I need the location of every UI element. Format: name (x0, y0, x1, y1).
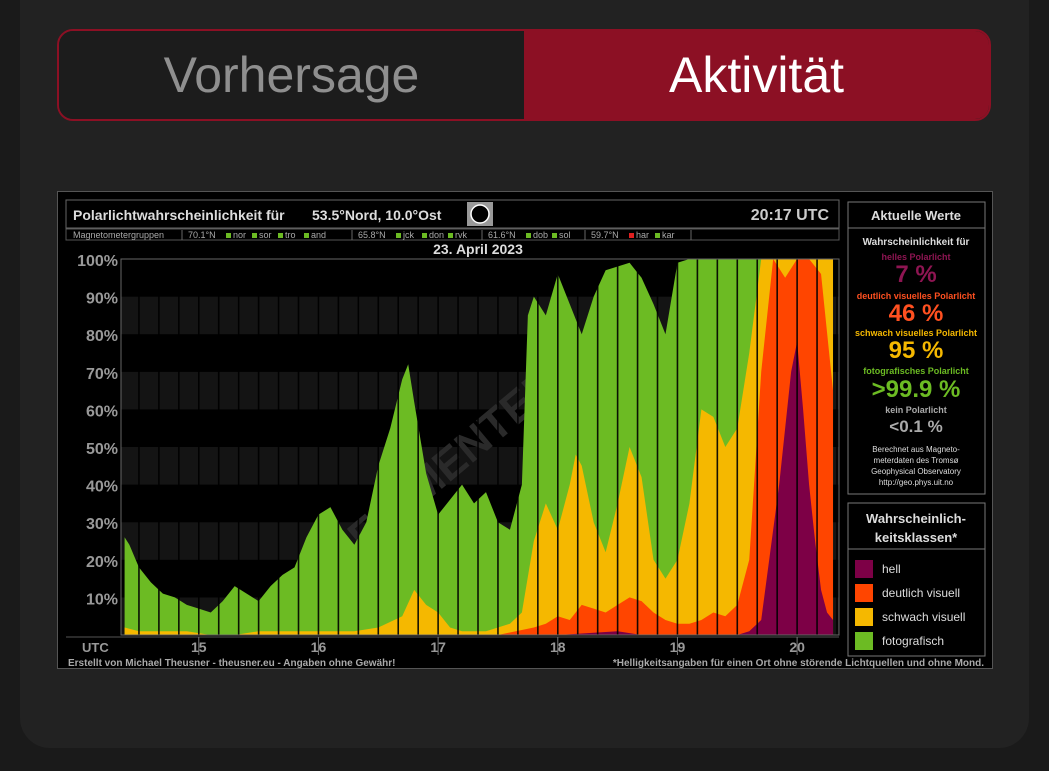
y-tick-label: 40% (86, 479, 118, 496)
distinct-label: deutlich visuelles Polarlicht (857, 291, 976, 301)
x-tick-label: 16 (311, 639, 327, 655)
bright-label: helles Polarlicht (881, 252, 950, 262)
legend-frame (847, 502, 986, 657)
y-tick-label: 30% (86, 516, 118, 533)
chart-date: 23. April 2023 (433, 241, 523, 257)
station-indicator (226, 233, 231, 238)
station-indicator (422, 233, 427, 238)
current-values-title: Aktuelle Werte (871, 208, 961, 223)
legend-label-0: hell (882, 562, 901, 576)
x-tick-label: 15 (191, 639, 207, 655)
station-rvk: rvk (455, 230, 467, 240)
station-indicator (526, 233, 531, 238)
series-area-deutlich (124, 259, 834, 635)
bright-value: 7 % (895, 261, 936, 288)
credit-left: Erstellt von Michael Theusner - theusner… (68, 658, 395, 668)
distinct-value: 46 % (889, 300, 944, 327)
station-indicator (629, 233, 634, 238)
aurora-chart: Polarlichtwahrscheinlichkeit für 53.5°No… (65, 199, 986, 669)
header-box (65, 199, 840, 229)
photo-value: >99.9 % (872, 376, 961, 403)
current-values-frame (847, 201, 986, 495)
y-tick-label: 60% (86, 403, 118, 420)
source-line-4: http://geo.phys.uit.no (879, 478, 954, 487)
y-axis: 10% 20% 30% 40% 50% 60% 70% 80% 90% 100% (77, 253, 118, 608)
station-indicator (655, 233, 660, 238)
faint-value: 95 % (889, 337, 944, 364)
magnetometer-lat: 59.7°N (591, 230, 619, 240)
magnetometer-lat: 61.6°N (488, 230, 516, 240)
credit-right: *Helligkeitsangaben für einen Ort ohne s… (613, 658, 984, 668)
legend-label-1: deutlich visuell (882, 586, 960, 600)
tab-activity[interactable]: Aktivität (524, 31, 989, 119)
station-sor: sor (259, 230, 272, 240)
legend-label-3: fotografisch (882, 634, 944, 648)
y-tick-label: 20% (86, 554, 118, 571)
none-value: <0.1 % (889, 417, 942, 436)
station-nor: nor (233, 230, 246, 240)
legend-title-1: Wahrscheinlich- (866, 511, 966, 526)
magnetometer-lat: 70.1°N (188, 230, 216, 240)
x-tick-label: 17 (430, 639, 446, 655)
station-jck: jck (402, 230, 414, 240)
aurora-panel: Polarlichtwahrscheinlichkeit für 53.5°No… (57, 191, 993, 669)
legend-swatch-0 (855, 560, 873, 578)
tab-forecast[interactable]: Vorhersage (59, 31, 524, 119)
magnetometer-label: Magnetometergruppen (73, 230, 164, 240)
station-indicator (396, 233, 401, 238)
y-tick-label: 80% (86, 328, 118, 345)
x-axis: UTC 15 16 17 18 19 20 (66, 636, 839, 655)
station-indicator (304, 233, 309, 238)
x-axis-unit: UTC (82, 640, 109, 655)
chart-title: Polarlichtwahrscheinlichkeit für (73, 207, 285, 223)
y-tick-label: 90% (86, 291, 118, 308)
station-and: and (311, 230, 326, 240)
legend-label-2: schwach visuell (882, 610, 965, 624)
legend-title-2: keitsklassen* (875, 530, 958, 545)
station-indicator (252, 233, 257, 238)
y-tick-label: 70% (86, 366, 118, 383)
x-tick-label: 19 (670, 639, 686, 655)
y-tick-label: 100% (77, 253, 118, 270)
x-tick-label: 18 (550, 639, 566, 655)
magnetometer-row: Magnetometergruppen 70.1°N nor sor tro and 65.… (65, 228, 840, 241)
plot-frame (120, 258, 840, 636)
chart-time: 20:17 UTC (751, 207, 830, 224)
legend-swatch-3 (855, 632, 873, 650)
magnetometer-lat: 65.8°N (358, 230, 386, 240)
source-line-1: Berechnet aus Magneto- (872, 445, 960, 454)
source-line-2: meterdaten des Tromsø (874, 456, 959, 465)
view-toggle: Vorhersage Aktivität (57, 29, 991, 121)
chart-location: 53.5°Nord, 10.0°Ost (312, 207, 442, 223)
station-sol: sol (559, 230, 571, 240)
current-intro: Wahrscheinlichkeit für (863, 237, 970, 248)
source-line-3: Geophysical Observatory (871, 467, 961, 476)
moon-icon (470, 204, 490, 224)
none-label: kein Polarlicht (885, 405, 947, 415)
station-tro: tro (285, 230, 296, 240)
station-har: har (636, 230, 649, 240)
legend-items: hell deutlich visuell schwach visuell fotog… (855, 560, 965, 650)
legend-box: Wahrscheinlich- keitsklassen* hell deutli… (847, 502, 986, 657)
legend-swatch-2 (855, 608, 873, 626)
y-tick-label: 50% (86, 441, 118, 458)
faint-label: schwach visuelles Polarlicht (855, 328, 977, 338)
x-tick-label: 20 (789, 639, 805, 655)
photo-label: fotografisches Polarlicht (863, 366, 969, 376)
station-indicator (278, 233, 283, 238)
magnetometer-frame (65, 228, 840, 241)
station-don: don (429, 230, 444, 240)
plot-area: EXPERIMENTELL (120, 258, 840, 636)
y-tick-label: 10% (86, 591, 118, 608)
station-indicator (552, 233, 557, 238)
station-dob: dob (533, 230, 548, 240)
station-kar: kar (662, 230, 675, 240)
legend-swatch-1 (855, 584, 873, 602)
current-values-box: Aktuelle Werte Wahrscheinlichkeit für he… (847, 201, 986, 495)
series-area-fotografisch (124, 259, 834, 635)
station-indicator (448, 233, 453, 238)
